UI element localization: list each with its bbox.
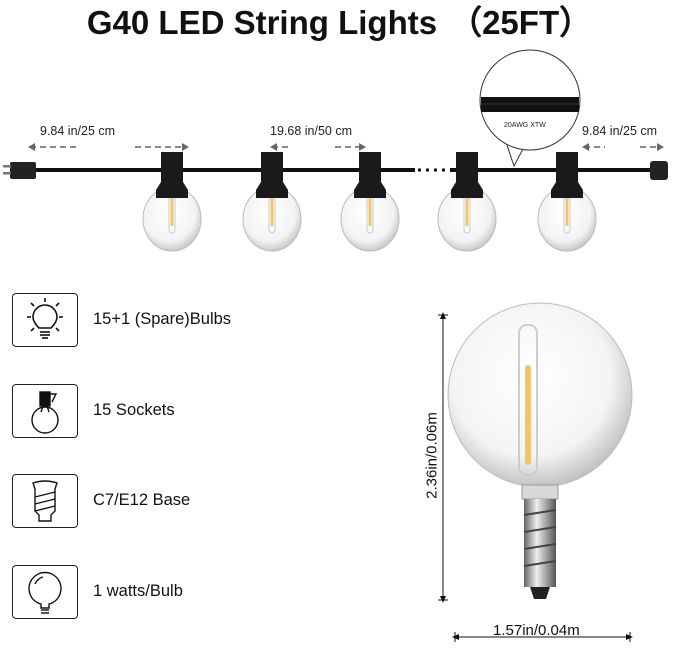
string-diagram (3, 49, 668, 252)
title-main: G40 LED String Lights (86, 4, 438, 41)
wire-callout (479, 49, 581, 168)
wire-gauge-label: 20AWG XTW (504, 122, 546, 129)
bulb-rays-icon (27, 298, 63, 339)
string-bulb (242, 152, 302, 252)
title: G40 LED String Lights （25FT） (0, 0, 679, 46)
bulb-spacing-label: 19.68 in/50 cm (270, 124, 352, 138)
socket-bulb-icon (31, 391, 59, 434)
title-length: （25FT） (449, 4, 593, 41)
right-spacing-label: 9.84 in/25 cm (582, 124, 658, 138)
bulb-height-label: 2.36in/0.06m (423, 412, 441, 499)
feature-icon-box (12, 474, 78, 528)
globe-bulb-icon (28, 571, 62, 614)
screw-base-icon (32, 480, 58, 522)
feature-icon-box (12, 384, 78, 438)
feature-label: 15 Sockets (93, 401, 175, 419)
string-bulb (437, 152, 497, 252)
feature-icon-box (12, 293, 78, 347)
male-plug-icon (3, 162, 36, 179)
feature-label: 1 watts/Bulb (93, 582, 183, 600)
feature-label: C7/E12 Base (93, 491, 191, 509)
female-plug-icon (650, 161, 668, 180)
large-bulb-illustration (447, 302, 633, 599)
string-bulb (142, 152, 202, 252)
feature-icon-box (12, 565, 78, 619)
string-bulb (340, 152, 400, 252)
string-bulb (537, 152, 597, 252)
feature-label: 15+1 (Spare)Bulbs (93, 310, 232, 328)
bulb-width-label: 1.57in/0.04m (493, 622, 580, 639)
bulb-dimension-diagram (438, 302, 633, 642)
left-spacing-label: 9.84 in/25 cm (40, 124, 116, 138)
